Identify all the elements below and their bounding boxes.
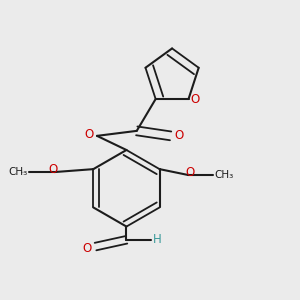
Text: H: H — [153, 233, 162, 246]
Text: O: O — [185, 166, 194, 178]
Text: O: O — [190, 92, 200, 106]
Text: CH₃: CH₃ — [9, 167, 28, 177]
Text: methyl: methyl — [21, 172, 26, 173]
Text: O: O — [84, 128, 93, 142]
Text: CH₃: CH₃ — [215, 170, 234, 180]
Text: O: O — [48, 163, 58, 176]
Text: O: O — [175, 129, 184, 142]
Text: O: O — [83, 242, 92, 254]
